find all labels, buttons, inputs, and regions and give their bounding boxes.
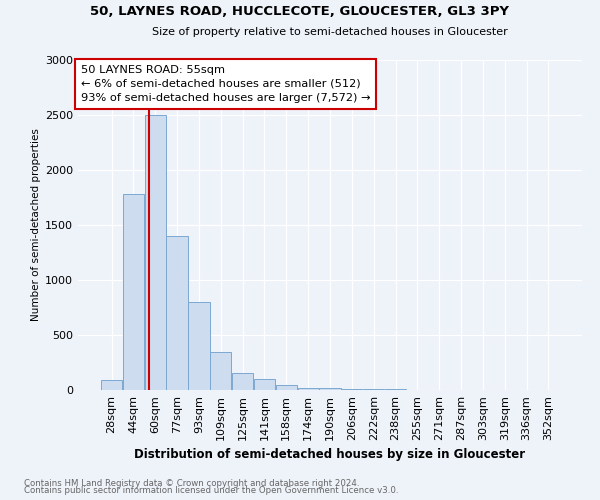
Bar: [341, 389, 362, 390]
Bar: [232, 373, 253, 390]
Bar: [123, 194, 144, 390]
Title: Size of property relative to semi-detached houses in Gloucester: Size of property relative to semi-detach…: [152, 27, 508, 37]
Bar: [166, 236, 188, 390]
Text: Contains HM Land Registry data © Crown copyright and database right 2024.: Contains HM Land Registry data © Crown c…: [24, 478, 359, 488]
Bar: [276, 385, 297, 390]
Bar: [254, 379, 275, 390]
Bar: [319, 388, 341, 390]
Bar: [363, 389, 384, 390]
Bar: [298, 388, 319, 390]
Bar: [145, 115, 166, 390]
Y-axis label: Number of semi-detached properties: Number of semi-detached properties: [31, 128, 41, 322]
Text: 50 LAYNES ROAD: 55sqm
← 6% of semi-detached houses are smaller (512)
93% of semi: 50 LAYNES ROAD: 55sqm ← 6% of semi-detac…: [80, 65, 370, 103]
Bar: [101, 380, 122, 390]
X-axis label: Distribution of semi-detached houses by size in Gloucester: Distribution of semi-detached houses by …: [134, 448, 526, 462]
Bar: [210, 352, 232, 390]
Text: 50, LAYNES ROAD, HUCCLECOTE, GLOUCESTER, GL3 3PY: 50, LAYNES ROAD, HUCCLECOTE, GLOUCESTER,…: [91, 5, 509, 18]
Text: Contains public sector information licensed under the Open Government Licence v3: Contains public sector information licen…: [24, 486, 398, 495]
Bar: [188, 302, 209, 390]
